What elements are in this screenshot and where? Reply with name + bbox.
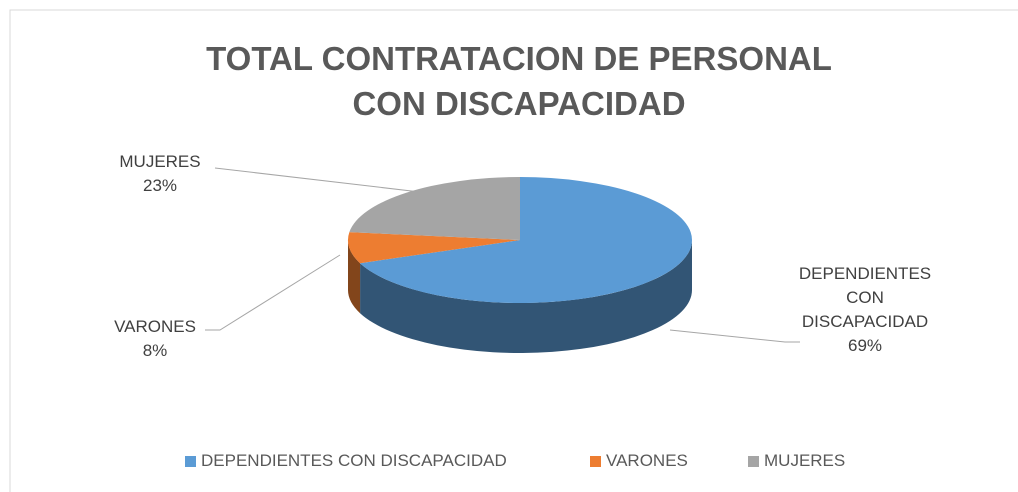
legend-item: DEPENDIENTES CON DISCAPACIDAD [185,451,507,471]
data-label: MUJERES 23% [95,150,225,198]
legend-item: MUJERES [748,451,845,471]
legend-swatch [185,455,196,467]
pie-slice [349,177,520,240]
legend-swatch [590,455,601,467]
chart-title: TOTAL CONTRATACION DE PERSONAL CON DISCA… [206,40,832,122]
legend-item: VARONES [590,451,688,471]
label-category: VARONES [114,317,196,336]
leader-line [669,329,800,343]
chart-border [9,9,1018,492]
label-value: 69% [847,336,883,355]
pie-side [348,240,361,314]
label-value: 8% [142,341,168,360]
label-category: DEPENDIENTES CON DISCAPACIDAD [798,264,932,331]
legend-label: MUJERES [764,451,846,470]
legend-label: VARONES [606,451,688,470]
label-category: MUJERES [119,152,201,171]
legend-label: DEPENDIENTES CON DISCAPACIDAD [201,451,507,470]
data-label: VARONES 8% [95,315,215,363]
pie-slice [348,232,520,264]
leader-line [214,167,421,193]
leader-line [205,254,341,331]
pie-side [360,240,692,354]
legend-swatch [748,455,759,467]
pie-slice [360,177,692,303]
pie [348,177,692,354]
label-value: 23% [142,176,178,195]
data-label: DEPENDIENTES CON DISCAPACIDAD 69% [790,262,940,358]
